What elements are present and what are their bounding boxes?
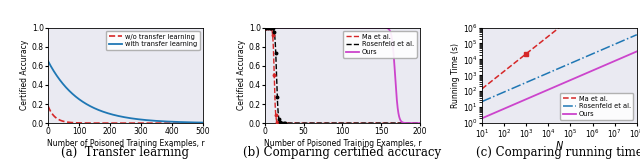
Ma et al. xyxy=(552,30,559,32)
Rosenfeld et al. xyxy=(374,122,381,124)
Rosenfeld et al. xyxy=(326,122,334,124)
Ma et al. xyxy=(261,27,269,29)
Ma et al. xyxy=(404,122,412,124)
w/o transfer learning xyxy=(199,122,207,124)
Text: (c) Comparing running time: (c) Comparing running time xyxy=(476,146,640,159)
Line: with transfer learning: with transfer learning xyxy=(48,61,203,123)
with transfer learning xyxy=(166,121,174,123)
Ours xyxy=(335,27,342,29)
Rosenfeld et al. xyxy=(328,122,335,124)
X-axis label: Number of Poisoned Training Examples, r: Number of Poisoned Training Examples, r xyxy=(264,139,421,148)
Ma et al. xyxy=(552,29,560,31)
Rosenfeld et al. xyxy=(412,122,419,124)
Ours xyxy=(416,122,424,124)
Ours xyxy=(605,63,612,64)
w/o transfer learning xyxy=(195,122,202,124)
with transfer learning xyxy=(52,73,60,75)
Rosenfeld et al. xyxy=(552,69,559,71)
with transfer learning xyxy=(120,116,127,118)
w/o transfer learning xyxy=(120,122,127,124)
Legend: w/o transfer learning, with transfer learning: w/o transfer learning, with transfer lea… xyxy=(106,31,200,50)
Ma et al. xyxy=(412,122,419,124)
with transfer learning xyxy=(195,122,202,123)
Ours xyxy=(633,51,640,52)
Line: w/o transfer learning: w/o transfer learning xyxy=(48,106,203,123)
Rosenfeld et al. xyxy=(570,61,578,63)
w/o transfer learning xyxy=(52,117,60,119)
Ours xyxy=(552,85,560,87)
Ours xyxy=(328,27,335,29)
Legend: Ma et al., Rosenfeld et al., Ours: Ma et al., Rosenfeld et al., Ours xyxy=(560,93,634,120)
Rosenfeld et al. xyxy=(633,34,640,36)
Line: Ma et al.: Ma et al. xyxy=(482,0,637,89)
Ma et al. xyxy=(335,122,342,124)
Ma et al. xyxy=(328,122,335,124)
with transfer learning xyxy=(115,115,123,117)
Line: Ours: Ours xyxy=(482,52,637,118)
Line: Ma et al.: Ma et al. xyxy=(265,28,420,123)
Line: Rosenfeld et al.: Rosenfeld et al. xyxy=(265,28,420,123)
Legend: Ma et al., Rosenfeld et al., Ours: Ma et al., Rosenfeld et al., Ours xyxy=(343,31,417,58)
w/o transfer learning xyxy=(195,122,202,124)
Ma et al. xyxy=(326,122,334,124)
with transfer learning xyxy=(199,122,207,124)
Ours xyxy=(570,78,578,80)
Ma et al. xyxy=(478,88,486,90)
Rosenfeld et al. xyxy=(478,101,486,103)
Text: (a)  Transfer learning: (a) Transfer learning xyxy=(61,146,189,159)
Y-axis label: Certified Accuracy: Certified Accuracy xyxy=(20,40,29,110)
Rosenfeld et al. xyxy=(404,122,412,124)
Ma et al. xyxy=(374,122,381,124)
Ma et al. xyxy=(416,122,424,124)
Rosenfeld et al. xyxy=(552,69,560,70)
Rosenfeld et al. xyxy=(629,35,637,37)
w/o transfer learning xyxy=(115,122,123,124)
Ours xyxy=(478,117,486,119)
Ours xyxy=(552,86,559,87)
Y-axis label: Certified Accuracy: Certified Accuracy xyxy=(237,40,246,110)
Ours xyxy=(562,81,570,83)
Line: Ours: Ours xyxy=(265,28,420,123)
Ours xyxy=(629,52,637,54)
with transfer learning xyxy=(44,60,52,62)
X-axis label: Number of Poisoned Training Examples, r: Number of Poisoned Training Examples, r xyxy=(47,139,204,148)
Rosenfeld et al. xyxy=(605,46,612,48)
Text: (b) Comparing certified accuracy: (b) Comparing certified accuracy xyxy=(243,146,442,159)
X-axis label: N: N xyxy=(556,141,563,151)
Ours xyxy=(412,122,419,124)
Rosenfeld et al. xyxy=(416,122,424,124)
with transfer learning xyxy=(195,122,202,123)
Ma et al. xyxy=(562,22,570,23)
w/o transfer learning xyxy=(44,105,52,107)
w/o transfer learning xyxy=(166,122,174,124)
Ours xyxy=(374,27,381,29)
Ours xyxy=(404,122,412,124)
Ours xyxy=(261,27,269,29)
Ma et al. xyxy=(570,15,578,17)
Rosenfeld et al. xyxy=(562,64,570,66)
Rosenfeld et al. xyxy=(261,27,269,29)
Y-axis label: Running Time (s): Running Time (s) xyxy=(451,43,460,108)
Rosenfeld et al. xyxy=(335,122,342,124)
Line: Rosenfeld et al.: Rosenfeld et al. xyxy=(482,35,637,102)
Ours xyxy=(326,27,334,29)
